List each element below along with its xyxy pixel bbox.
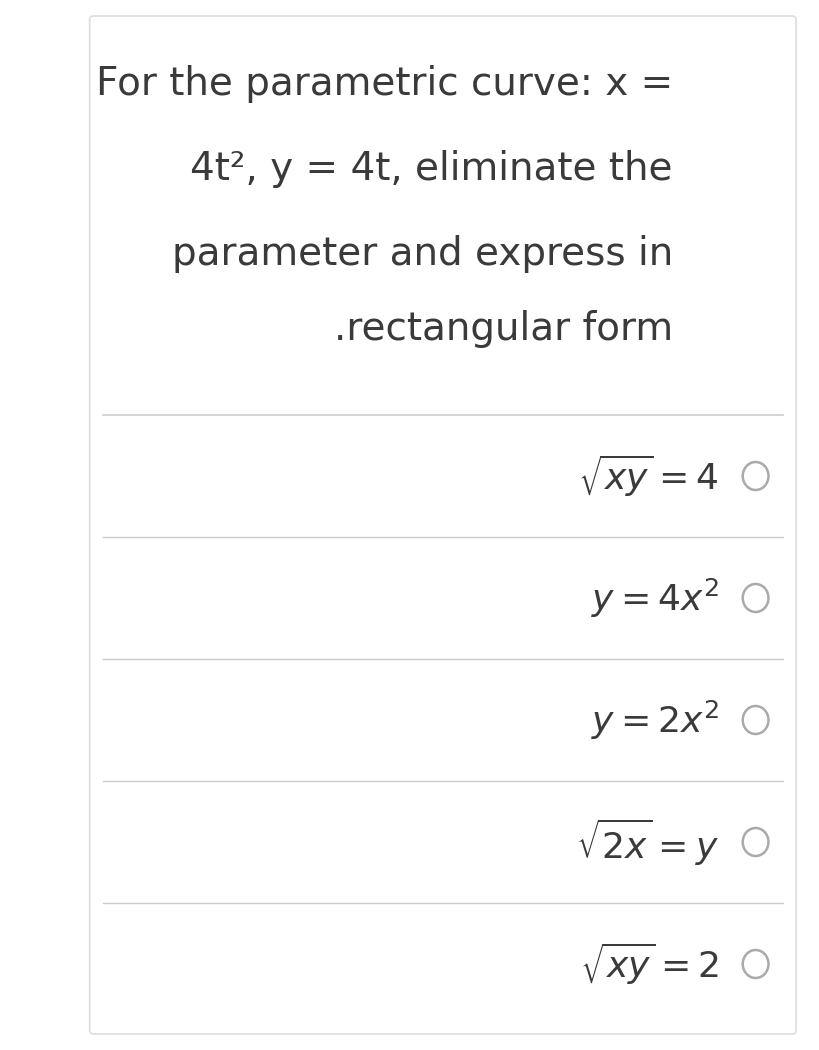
- Text: $\sqrt{xy} = 2$: $\sqrt{xy} = 2$: [579, 941, 718, 987]
- Text: For the parametric curve: x =: For the parametric curve: x =: [96, 65, 672, 103]
- Text: .rectangular form: .rectangular form: [333, 310, 672, 348]
- Text: $\sqrt{xy} = 4$: $\sqrt{xy} = 4$: [577, 453, 718, 499]
- Text: $y = 4x^2$: $y = 4x^2$: [590, 576, 718, 620]
- Text: $\sqrt{2x} = y$: $\sqrt{2x} = y$: [575, 817, 718, 867]
- Text: 4t², y = 4t, eliminate the: 4t², y = 4t, eliminate the: [190, 150, 672, 188]
- Text: $y = 2x^2$: $y = 2x^2$: [590, 698, 718, 741]
- Text: parameter and express in: parameter and express in: [171, 235, 672, 273]
- FancyBboxPatch shape: [89, 16, 795, 1034]
